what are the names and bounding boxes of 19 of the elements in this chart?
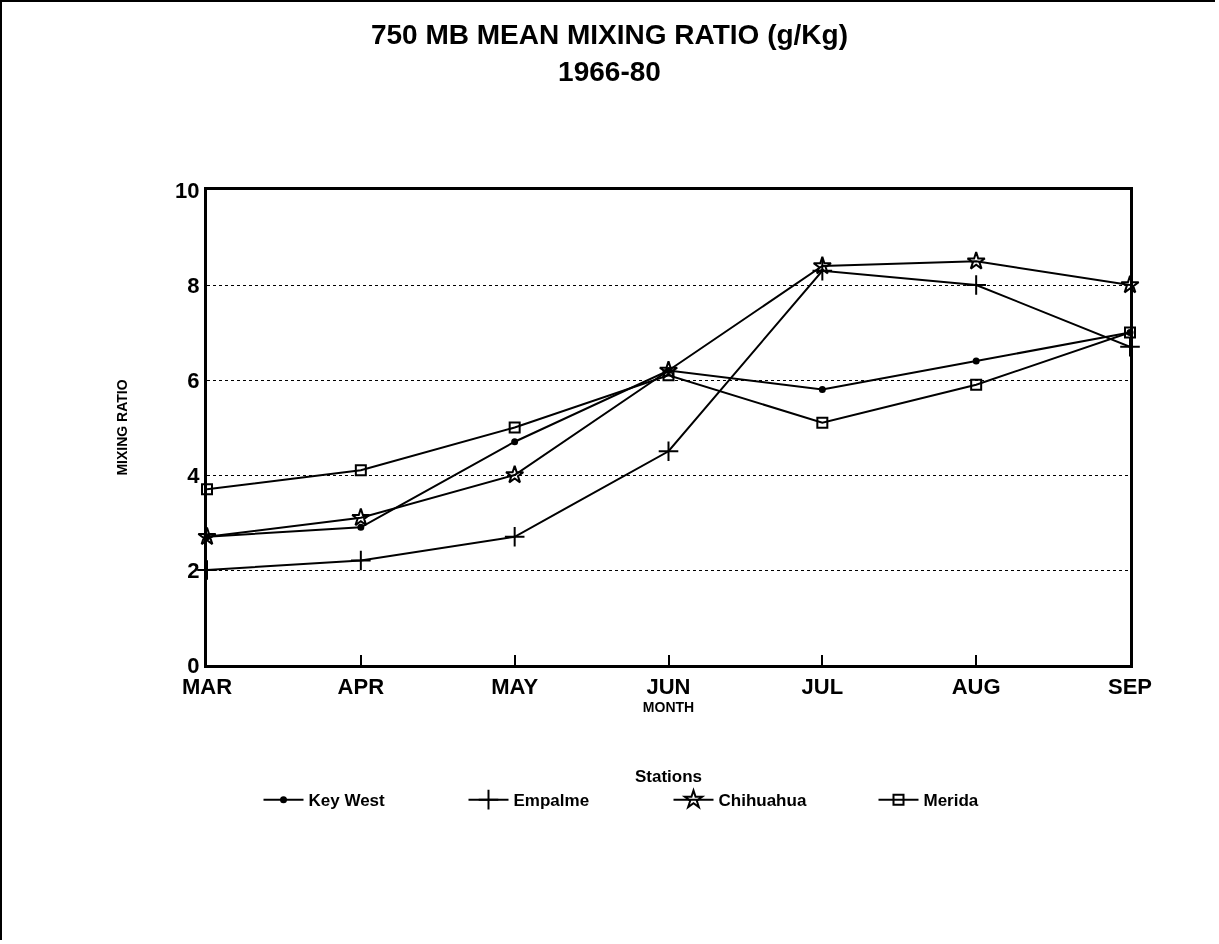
y-tick-label: 10 [175, 177, 200, 203]
x-tick-label: JUN [646, 674, 691, 700]
y-tick-label: 2 [187, 557, 200, 583]
x-axis-title: MONTH [642, 699, 695, 716]
chart-title: 750 MB MEAN MIXING RATIO (g/Kg) 1966-80 [370, 19, 849, 87]
y-tick-label: 8 [187, 272, 200, 298]
y-tick-label: 4 [187, 462, 201, 488]
y-tick-label: 6 [187, 367, 200, 393]
legend-label: Chihuahua [718, 791, 807, 811]
legend-title: Stations [634, 767, 703, 787]
x-tick-label: SEP [1107, 674, 1153, 700]
legend-label: Merida [923, 791, 979, 811]
x-tick-label: AUG [951, 674, 1001, 700]
x-tick-label: MAY [491, 674, 539, 700]
legend-label: Key West [308, 791, 386, 811]
x-tick-label: JUL [801, 674, 844, 700]
x-tick-label: APR [337, 674, 385, 700]
y-axis-title: MIXING RATIO [113, 379, 130, 476]
legend-label: Empalme [513, 791, 590, 811]
